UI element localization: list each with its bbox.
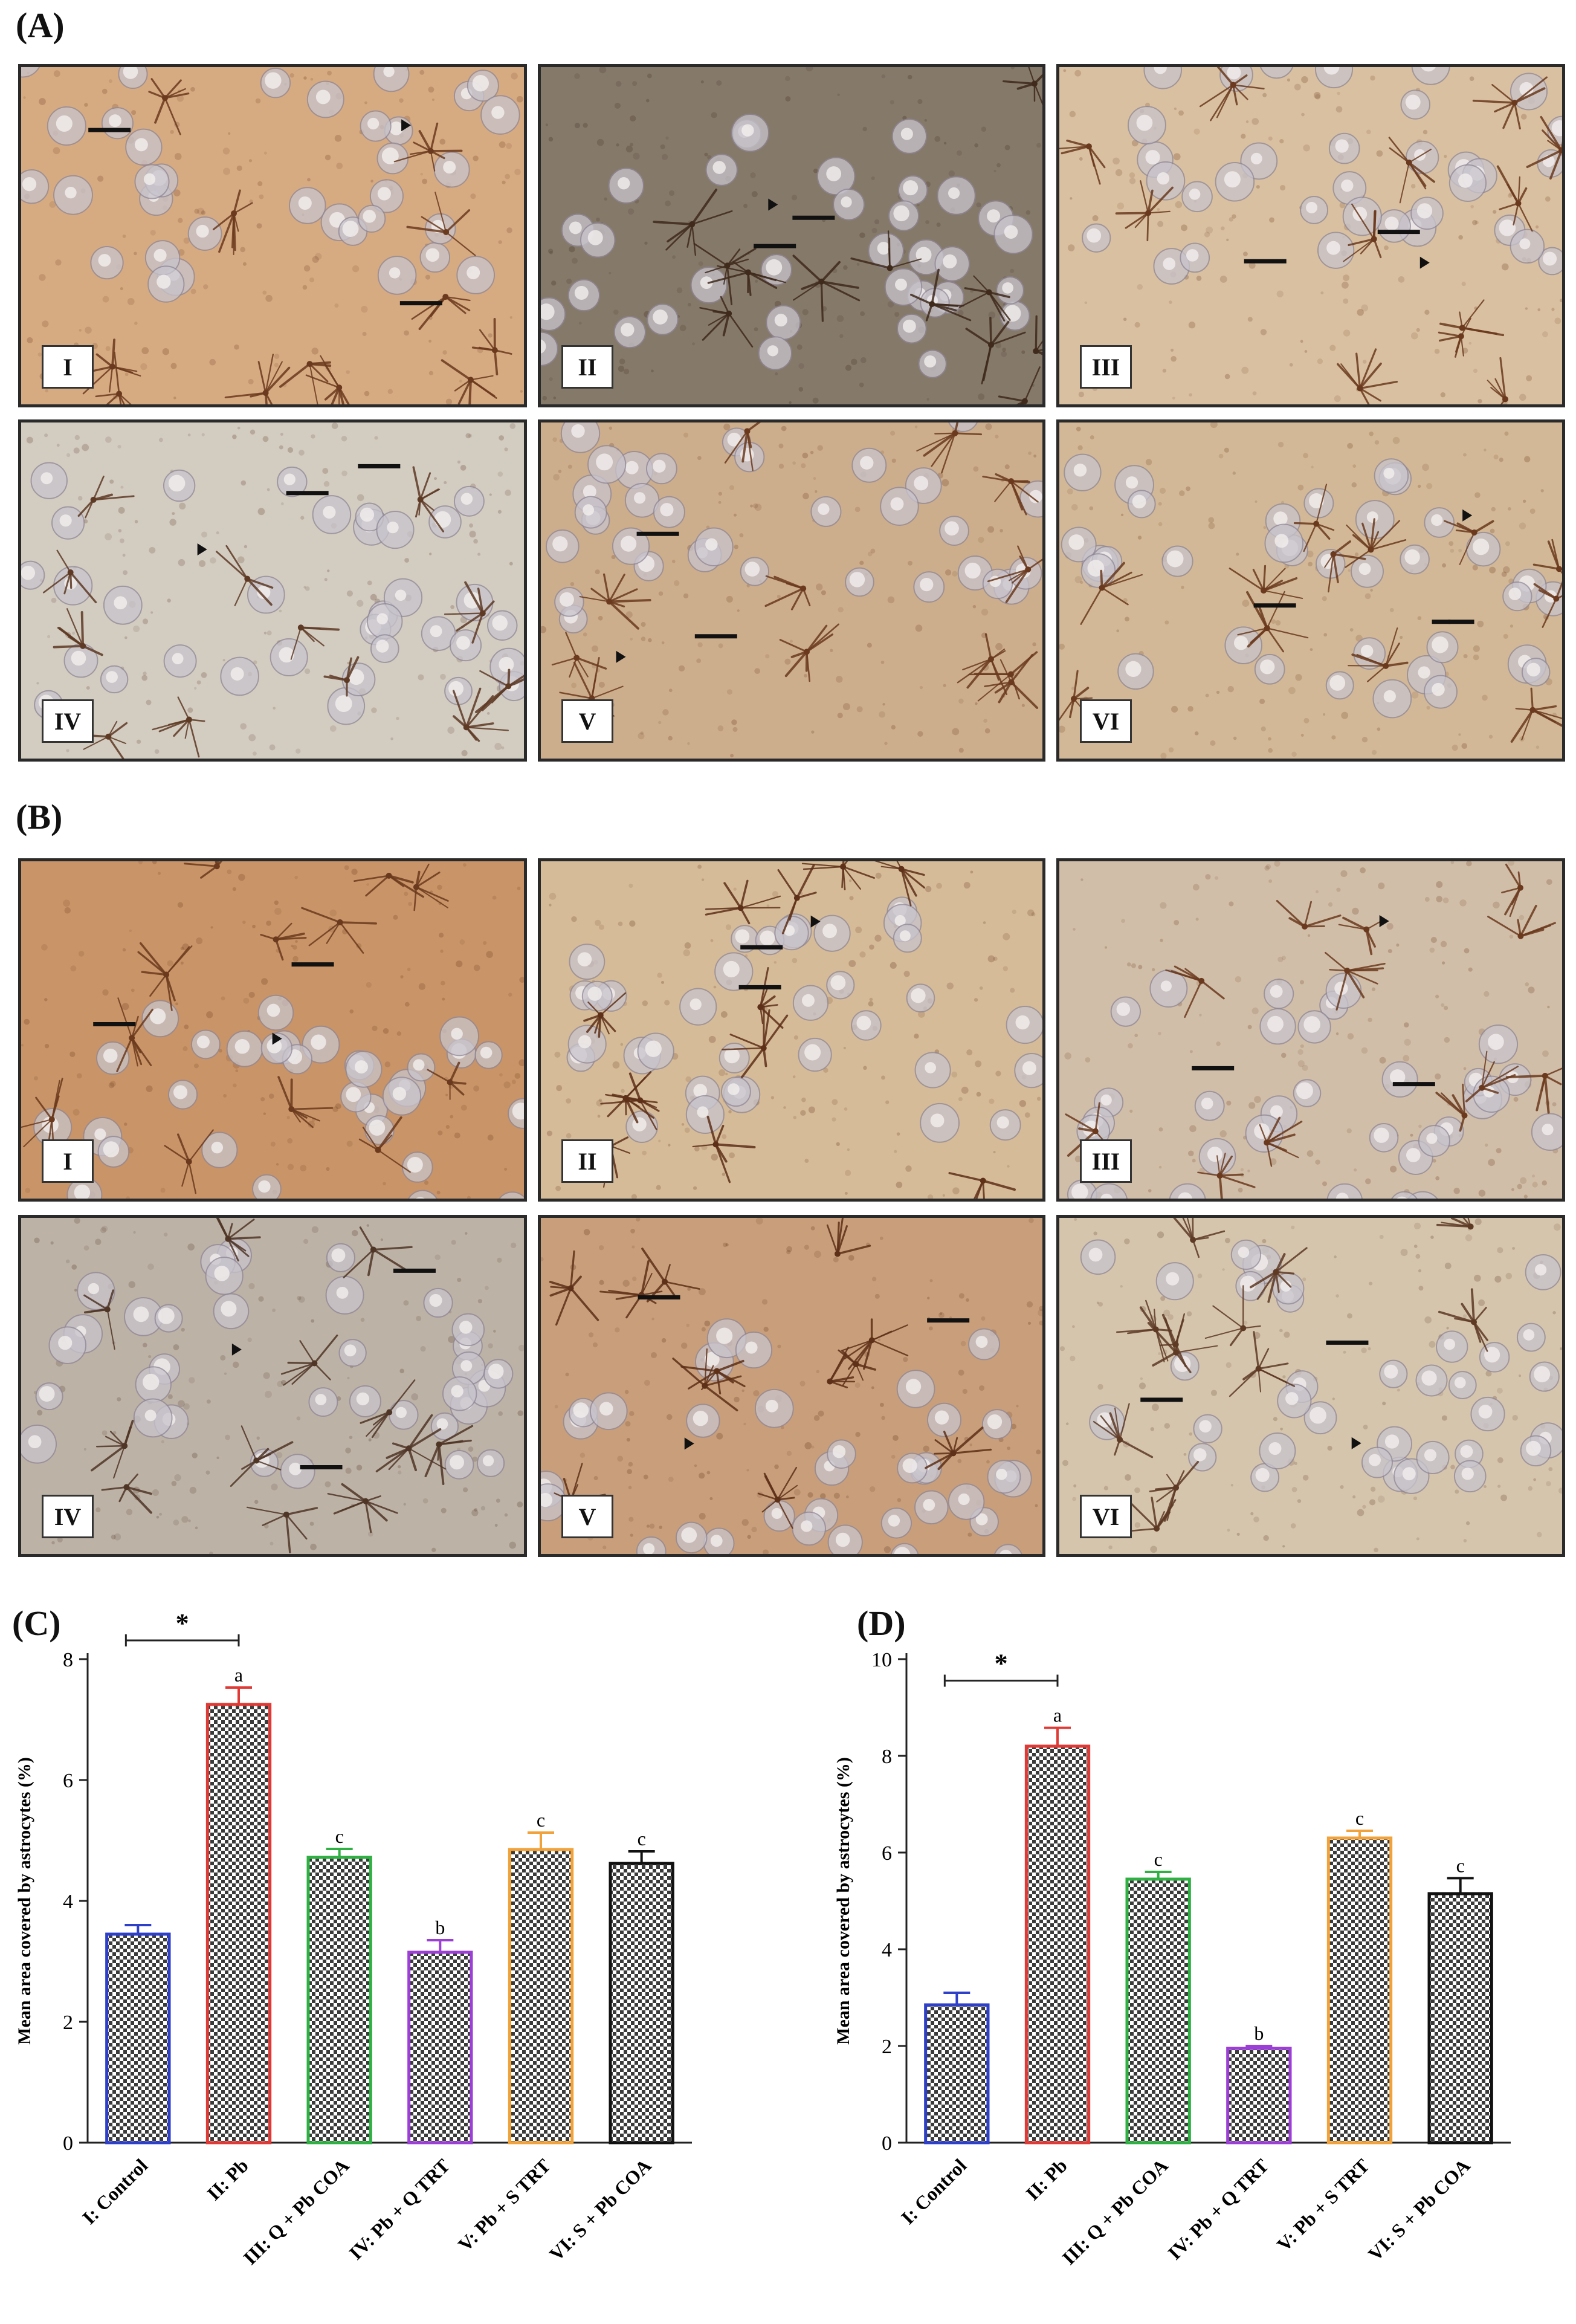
micrograph-a5: V (538, 419, 1045, 762)
bar-chart-d: 0 2 4 6 8 10 Mean area covered by astrocytes (… (822, 1644, 1576, 2321)
bar (926, 2005, 988, 2143)
significance-letter: a (234, 1664, 243, 1686)
bar (1127, 1879, 1189, 2143)
micrograph-b5: V (538, 1215, 1045, 1557)
significance-letter: b (435, 1917, 445, 1938)
x-tick-label: II: Pb (202, 2154, 253, 2204)
y-tick-label: 6 (882, 1842, 892, 1865)
micrograph-b4: IV (18, 1215, 527, 1557)
panel-label: V (561, 699, 613, 743)
x-tick-label: VI: S + Pb COA (545, 2154, 656, 2265)
x-tick-label: VI: S + Pb COA (1364, 2154, 1474, 2265)
significance-letter: c (335, 1825, 344, 1847)
micrograph-b3: III (1056, 858, 1565, 1202)
bar (1026, 1746, 1088, 2143)
micrograph-b1: I (18, 858, 527, 1202)
panel-label: I (42, 1139, 94, 1183)
significance-letter: c (537, 1809, 545, 1831)
significance-letter: c (1456, 1854, 1465, 1876)
bar-chart-c-svg: 0 2 4 6 8 Mean area covered by astrocytes (%)… (0, 1644, 780, 2321)
section-label-b: (B) (16, 797, 62, 837)
y-tick-label: 0 (63, 2132, 73, 2155)
panel-label: II (561, 1139, 613, 1183)
bar (207, 1704, 270, 2143)
panel-label: III (1080, 1139, 1132, 1183)
panel-label: VI (1080, 1495, 1132, 1538)
section-label-a: (A) (16, 5, 65, 45)
y-tick-label: 8 (63, 1649, 73, 1671)
bar (1429, 1894, 1491, 2143)
significance-letter: c (1154, 1848, 1163, 1870)
micrograph-b2: II (538, 858, 1045, 1202)
y-tick-label: 2 (882, 2036, 892, 2058)
bar-chart-c: 0 2 4 6 8 Mean area covered by astrocytes (%)… (0, 1644, 780, 2321)
bar (1228, 2048, 1290, 2143)
micrograph-a1: I (18, 64, 527, 407)
x-tick-label: V: Pb + S TRT (454, 2154, 555, 2255)
bar (107, 1934, 169, 2143)
y-axis-label: Mean area covered by astrocytes (%) (833, 1757, 853, 2045)
bar-chart-d-svg: 0 2 4 6 8 10 Mean area covered by astrocytes (… (822, 1644, 1576, 2321)
section-label-c: (C) (12, 1603, 61, 1643)
significance-letter: b (1254, 2022, 1264, 2044)
significance-star: * (995, 1649, 1008, 1678)
bar (509, 1850, 572, 2143)
y-tick-label: 4 (63, 1891, 73, 1913)
x-tick-label: I: Control (897, 2154, 971, 2229)
x-tick-label: IV: Pb + Q TRT (1163, 2154, 1273, 2264)
micrograph-b6: VI (1056, 1215, 1565, 1557)
y-tick-label: 8 (882, 1746, 892, 1768)
significance-star: * (176, 1608, 189, 1638)
significance-letter: c (638, 1828, 646, 1850)
x-tick-label: III: Q + Pb COA (239, 2154, 353, 2268)
x-tick-label: IV: Pb + Q TRT (344, 2154, 454, 2264)
panel-label: IV (42, 1495, 94, 1538)
micrograph-a4: IV (18, 419, 527, 762)
x-tick-label: V: Pb + S TRT (1273, 2154, 1374, 2255)
bar (1328, 1838, 1390, 2143)
x-tick-label: I: Control (78, 2154, 152, 2229)
panel-label: VI (1080, 699, 1132, 743)
panel-label: V (561, 1495, 613, 1538)
bar (409, 1952, 471, 2143)
panel-label: II (561, 345, 613, 389)
significance-letter: c (1355, 1807, 1364, 1829)
y-tick-label: 0 (882, 2132, 892, 2155)
micrograph-a3: III (1056, 64, 1565, 407)
bar (610, 1863, 673, 2143)
panel-label: III (1080, 345, 1132, 389)
x-tick-label: III: Q + Pb COA (1058, 2154, 1172, 2268)
x-tick-label: II: Pb (1021, 2154, 1071, 2204)
y-tick-label: 10 (871, 1649, 892, 1671)
bar (308, 1857, 370, 2143)
y-tick-label: 2 (63, 2012, 73, 2034)
micrograph-a6: VI (1056, 419, 1565, 762)
panel-label: IV (42, 699, 94, 743)
y-axis-label: Mean area covered by astrocytes (%) (15, 1757, 34, 2045)
panel-label: I (42, 345, 94, 389)
y-tick-label: 4 (882, 1939, 892, 1961)
section-label-d: (D) (857, 1603, 906, 1643)
y-tick-label: 6 (63, 1770, 73, 1792)
significance-letter: a (1053, 1704, 1062, 1726)
micrograph-a2: II (538, 64, 1045, 407)
